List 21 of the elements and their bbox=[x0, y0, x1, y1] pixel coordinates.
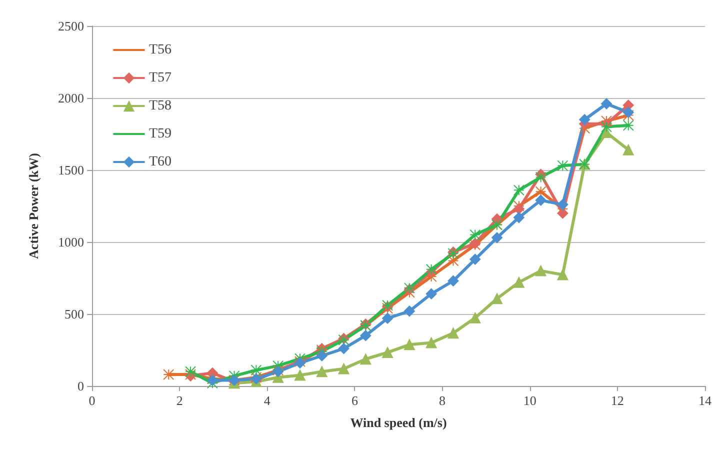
x-tick-label: 0 bbox=[88, 393, 96, 408]
y-tick-label: 2500 bbox=[58, 18, 84, 34]
y-tick-label: 1000 bbox=[58, 234, 84, 250]
y-tick-label: 2000 bbox=[58, 90, 84, 106]
x-tick-label: 8 bbox=[439, 393, 446, 408]
legend-label: T56 bbox=[149, 42, 172, 58]
x-tick-label: 4 bbox=[264, 393, 271, 408]
x-axis-title: Wind speed (m/s) bbox=[350, 415, 447, 430]
x-tick-label: 6 bbox=[351, 393, 358, 408]
x-tick-label: 2 bbox=[176, 393, 183, 408]
y-tick-label: 0 bbox=[78, 378, 84, 394]
x-tick-label: 14 bbox=[698, 393, 712, 408]
y-tick-label: 1500 bbox=[58, 162, 84, 178]
legend-label: T58 bbox=[149, 98, 172, 114]
x-tick-label: 12 bbox=[610, 393, 624, 408]
legend-label: T59 bbox=[149, 126, 172, 142]
legend-label: T57 bbox=[149, 70, 172, 86]
y-tick-label: 500 bbox=[64, 306, 84, 322]
legend-label: T60 bbox=[149, 154, 172, 170]
y-axis-title: Active Power (kW) bbox=[26, 153, 41, 259]
x-tick-label: 10 bbox=[523, 393, 536, 408]
